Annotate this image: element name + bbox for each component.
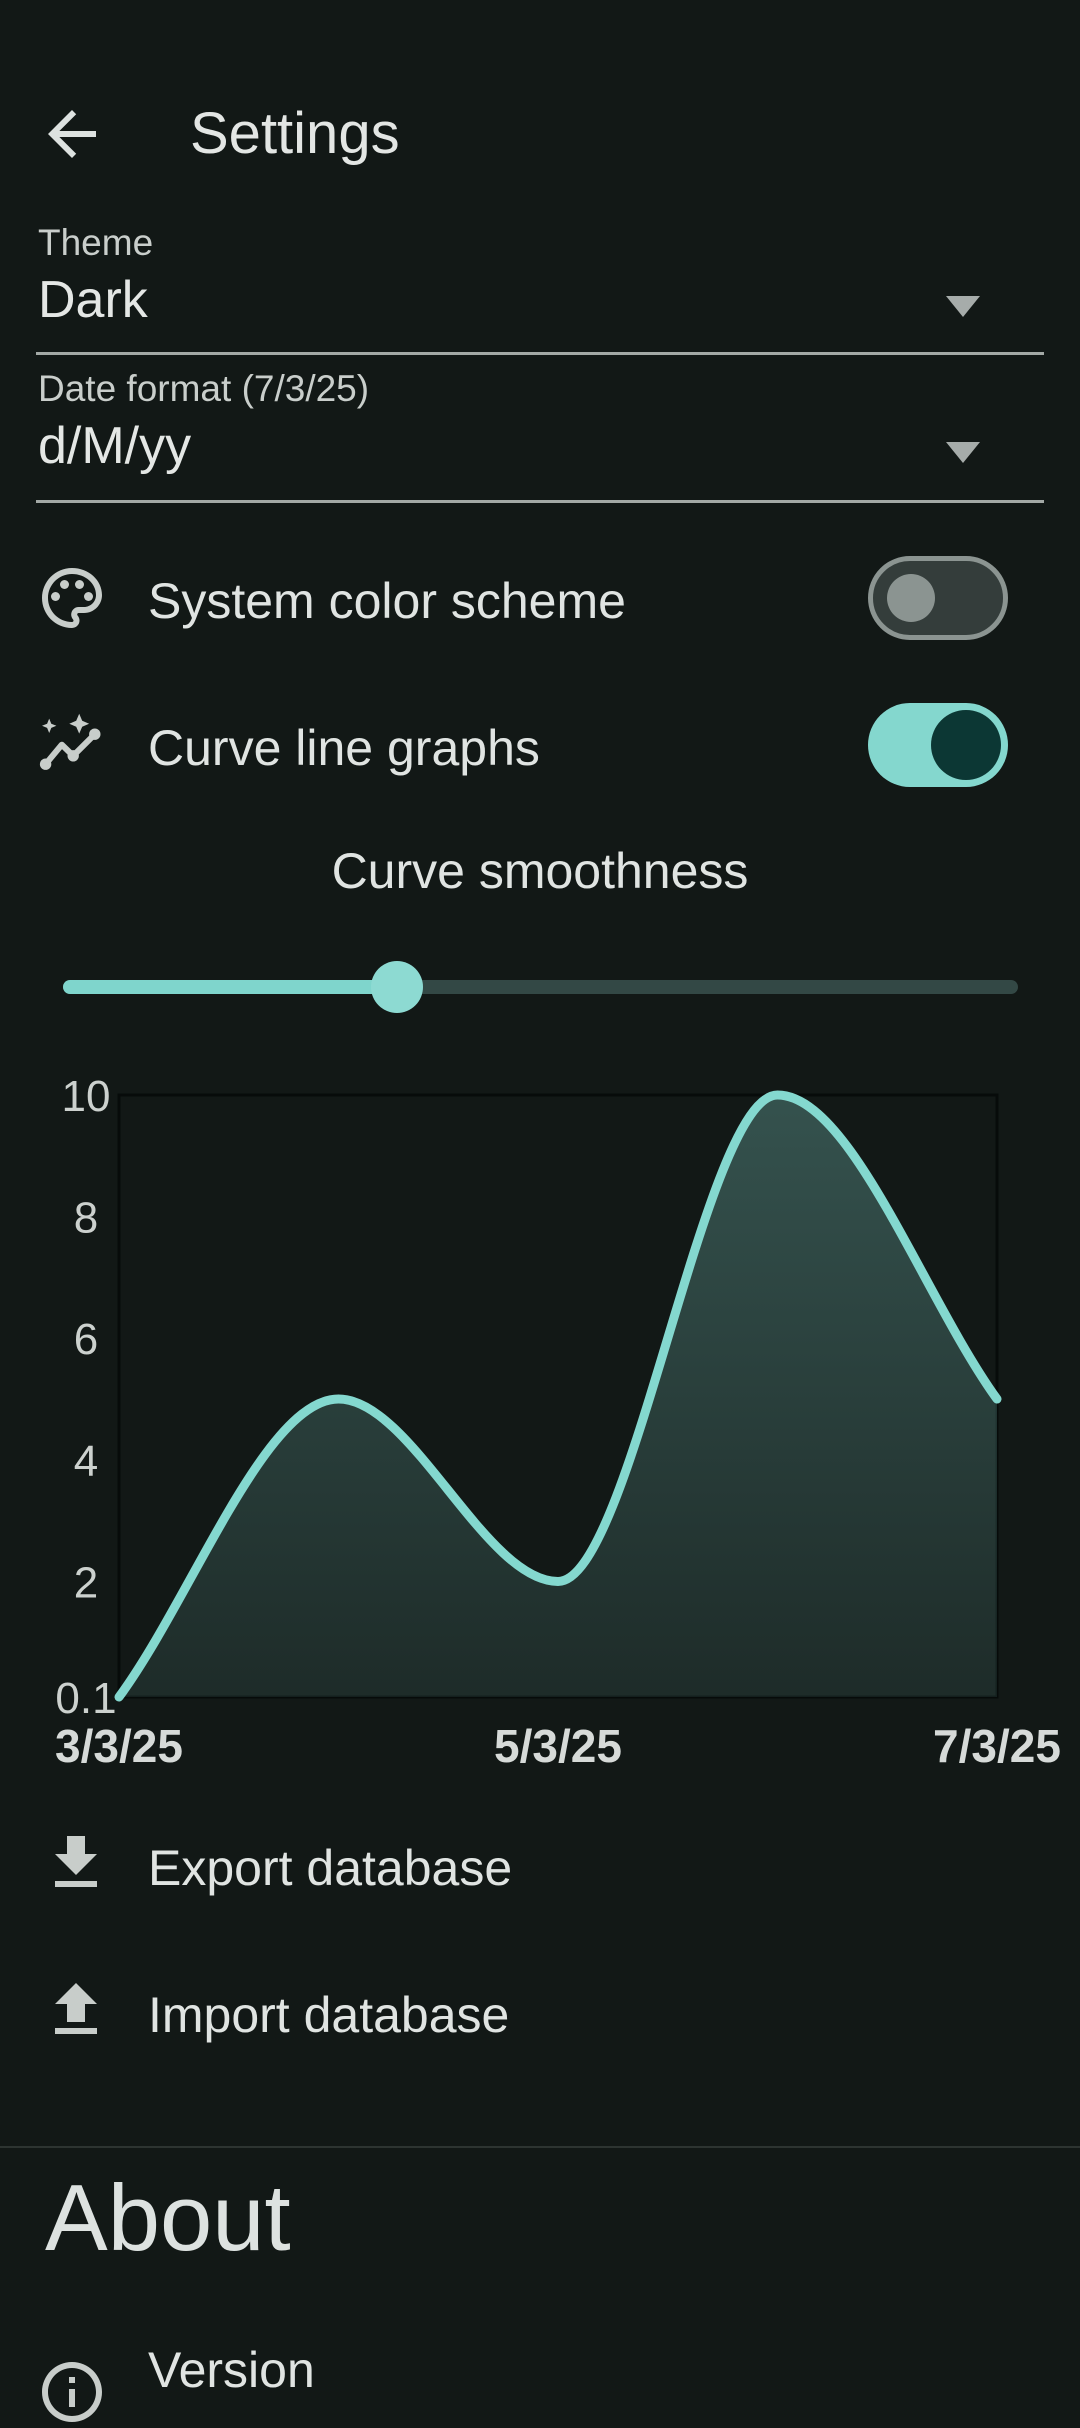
switch-thumb [931, 710, 1001, 780]
version-item[interactable]: Version [148, 2342, 315, 2398]
page-title: Settings [190, 101, 400, 166]
slider-active-track [63, 980, 398, 994]
upload-icon [40, 1974, 112, 2046]
system-color-scheme-label: System color scheme [148, 573, 626, 629]
svg-text:2: 2 [74, 1558, 98, 1607]
auto-graph-icon [36, 709, 108, 781]
preview-line-chart: 10 8 6 4 2 0.1 3/3/25 5/3/25 7/3/25 [55, 1072, 1061, 1772]
arrow-left-icon [48, 110, 96, 158]
about-heading: About [45, 2165, 291, 2270]
curve-line-graphs-switch[interactable] [868, 703, 1008, 787]
curve-smoothness-label: Curve smoothness [331, 843, 749, 899]
import-database-button[interactable]: Import database [148, 1987, 510, 2043]
svg-text:10: 10 [62, 1072, 111, 1121]
curve-line-graphs-label: Curve line graphs [148, 720, 540, 776]
theme-underline [36, 352, 1044, 355]
section-divider [0, 2146, 1080, 2148]
chart-y-axis-labels: 10 8 6 4 2 0.1 [55, 1072, 116, 1723]
svg-text:7/3/25: 7/3/25 [933, 1720, 1061, 1772]
svg-text:4: 4 [74, 1437, 98, 1486]
chart-area-fill [119, 1095, 997, 1697]
svg-text:3/3/25: 3/3/25 [55, 1720, 183, 1772]
theme-label: Theme [38, 222, 154, 263]
chevron-down-icon[interactable] [946, 296, 980, 317]
export-database-button[interactable]: Export database [148, 1840, 513, 1896]
date-format-underline [36, 500, 1044, 503]
info-icon [36, 2356, 108, 2428]
download-icon [40, 1827, 112, 1899]
svg-text:0.1: 0.1 [55, 1674, 116, 1723]
svg-text:6: 6 [74, 1315, 98, 1364]
chevron-down-icon[interactable] [946, 442, 980, 463]
svg-text:5/3/25: 5/3/25 [494, 1720, 622, 1772]
curve-smoothness-slider[interactable] [63, 961, 1018, 1013]
date-format-select[interactable]: d/M/yy [38, 417, 192, 475]
system-color-scheme-switch[interactable] [868, 556, 1008, 640]
slider-thumb[interactable] [371, 961, 424, 1013]
back-button[interactable] [36, 98, 108, 170]
chart-line [114, 1090, 1002, 1702]
theme-select[interactable]: Dark [38, 271, 148, 329]
date-format-label: Date format (7/3/25) [38, 368, 370, 409]
switch-thumb [887, 574, 935, 622]
svg-text:8: 8 [74, 1194, 98, 1243]
chart-x-axis-labels: 3/3/25 5/3/25 7/3/25 [55, 1720, 1061, 1772]
palette-icon [36, 562, 108, 634]
